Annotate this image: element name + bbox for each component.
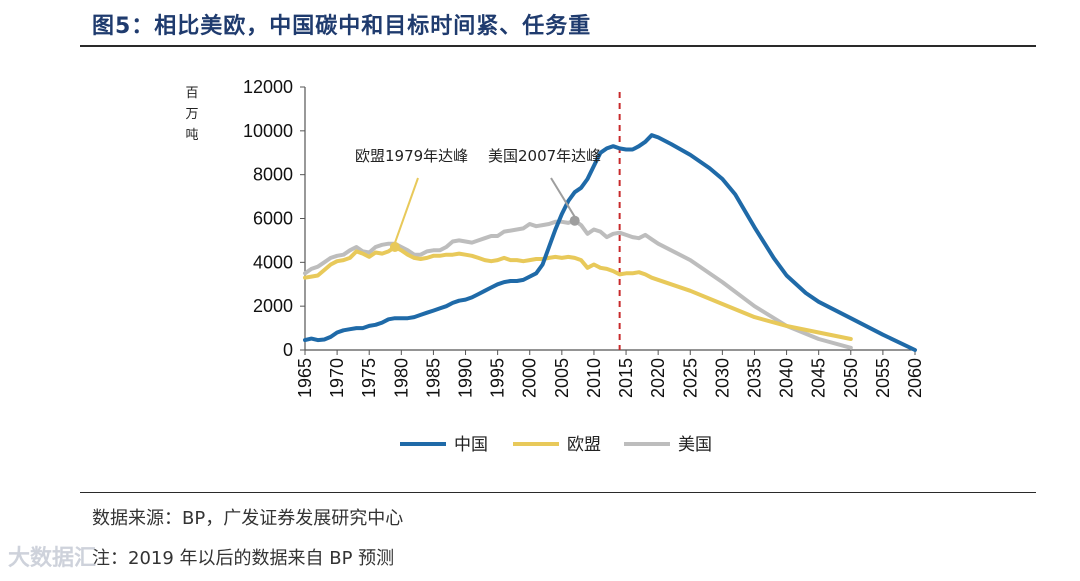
legend-label-china: 中国 bbox=[454, 435, 488, 455]
annotation-label-us: 美国2007年达峰 bbox=[488, 147, 601, 165]
x-tick-label: 2040 bbox=[777, 358, 797, 398]
x-tick-label: 2015 bbox=[616, 358, 636, 398]
y-tick-label: 6000 bbox=[253, 209, 293, 229]
x-tick-label: 2035 bbox=[744, 358, 764, 398]
annotations: 欧盟1979年达峰 美国2007年达峰 bbox=[355, 147, 601, 252]
annotation-arrow-eu bbox=[393, 177, 419, 244]
series-line-eu bbox=[303, 245, 853, 341]
y-tick-label: 0 bbox=[283, 340, 293, 360]
annotation-label-eu: 欧盟1979年达峰 bbox=[355, 147, 468, 165]
x-tick-label: 2000 bbox=[520, 358, 540, 398]
series-line-china bbox=[303, 133, 917, 352]
y-unit-char: 万 bbox=[185, 107, 198, 122]
x-tick-label: 2025 bbox=[680, 358, 700, 398]
y-tick-label: 10000 bbox=[243, 121, 293, 141]
figure-title: 图5：相比美欧，中国碳中和目标时间紧、任务重 bbox=[92, 14, 592, 39]
y-tick-label: 8000 bbox=[253, 165, 293, 185]
annotation-dot-us bbox=[569, 215, 580, 226]
data-source: 数据来源：BP，广发证券发展研究中心 bbox=[92, 508, 404, 529]
chart-axes bbox=[300, 86, 916, 355]
legend-label-us: 美国 bbox=[678, 435, 712, 455]
y-tick-label: 2000 bbox=[253, 296, 293, 316]
emissions-line-chart: 0 2000 4000 6000 8000 10000 12000 百万吨 1965 1970 19… bbox=[185, 77, 925, 455]
x-tick-label: 1975 bbox=[359, 358, 379, 398]
x-tick-label: 1970 bbox=[327, 358, 347, 398]
x-tick-label: 1990 bbox=[456, 358, 476, 398]
watermark: 大数据汇 bbox=[8, 546, 97, 571]
title-rule bbox=[80, 45, 1036, 47]
y-unit-label: 百万吨 bbox=[185, 86, 198, 143]
series-line-us bbox=[303, 218, 853, 350]
data-note: 注：2019 年以后的数据来自 BP 预测 bbox=[92, 548, 395, 569]
y-tick-label: 12000 bbox=[243, 77, 293, 97]
y-tick-label: 4000 bbox=[253, 252, 293, 272]
x-tick-label: 1995 bbox=[488, 358, 508, 398]
tick-labels: 0 2000 4000 6000 8000 10000 12000 百万吨 1965 1970 19… bbox=[185, 77, 925, 398]
y-unit-char: 百 bbox=[185, 86, 198, 101]
x-tick-label: 2050 bbox=[841, 358, 861, 398]
x-tick-label: 2055 bbox=[873, 358, 893, 398]
x-tick-label: 2060 bbox=[905, 358, 925, 398]
x-tick-label: 1985 bbox=[423, 358, 443, 398]
x-tick-label: 2020 bbox=[648, 358, 668, 398]
annotation-arrow-us bbox=[550, 177, 576, 218]
footer-rule bbox=[80, 492, 1036, 493]
x-tick-label: 1965 bbox=[295, 358, 315, 398]
x-tick-label: 2010 bbox=[584, 358, 604, 398]
x-tick-label: 2005 bbox=[552, 358, 572, 398]
y-unit-char: 吨 bbox=[185, 128, 198, 143]
annotation-dot-eu bbox=[389, 241, 400, 252]
x-tick-label: 1980 bbox=[391, 358, 411, 398]
x-tick-label: 2045 bbox=[809, 358, 829, 398]
x-tick-label: 2030 bbox=[712, 358, 732, 398]
legend-label-eu: 欧盟 bbox=[567, 435, 601, 455]
series-lines bbox=[303, 133, 917, 352]
chart-legend: 中国 欧盟 美国 bbox=[400, 435, 712, 455]
